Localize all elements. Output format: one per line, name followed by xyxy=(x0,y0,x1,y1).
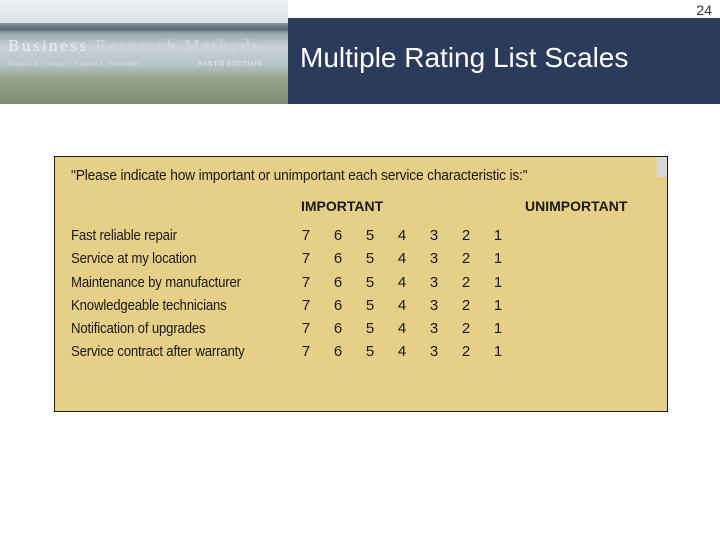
scale-value: 6 xyxy=(333,294,343,317)
scale-value: 3 xyxy=(429,340,439,363)
scale-value: 2 xyxy=(461,294,471,317)
scale-value: 3 xyxy=(429,224,439,247)
scale-value: 3 xyxy=(429,271,439,294)
scale-value: 6 xyxy=(333,340,343,363)
logo-title-business: Business xyxy=(8,36,88,55)
scale-value: 1 xyxy=(493,247,503,270)
scale-value: 7 xyxy=(301,340,311,363)
scale-value: 1 xyxy=(493,294,503,317)
header-unimportant: UNIMPORTANT xyxy=(523,198,653,214)
scale-value: 2 xyxy=(461,317,471,340)
scale-value: 1 xyxy=(493,317,503,340)
scale-value: 7 xyxy=(301,271,311,294)
header-important: IMPORTANT xyxy=(301,198,411,214)
table-row: Maintenance by manufacturer 7654321 xyxy=(71,271,653,294)
logo-authors: Donald R. Cooper / Pamela S. Schindler xyxy=(8,60,140,68)
scale-header: IMPORTANT UNIMPORTANT xyxy=(71,198,653,214)
row-scale: 7654321 xyxy=(301,317,503,340)
slide-title: Multiple Rating List Scales xyxy=(300,42,628,74)
scale-value: 5 xyxy=(365,224,375,247)
scale-value: 5 xyxy=(365,340,375,363)
scale-value: 3 xyxy=(429,294,439,317)
logo-edition: NINTH EDITION xyxy=(198,60,263,68)
scale-value: 4 xyxy=(397,224,407,247)
rating-table-frame: "Please indicate how important or unimpo… xyxy=(54,156,668,412)
scale-value: 2 xyxy=(461,271,471,294)
rating-table: "Please indicate how important or unimpo… xyxy=(55,157,667,374)
scale-value: 4 xyxy=(397,271,407,294)
logo-title: Business Research Methods xyxy=(8,36,261,56)
logo-title-research: Research xyxy=(95,36,177,55)
scale-value: 7 xyxy=(301,247,311,270)
row-label: Knowledgeable technicians xyxy=(71,294,273,317)
row-scale: 7654321 xyxy=(301,340,503,363)
row-scale: 7654321 xyxy=(301,294,503,317)
row-label: Service contract after warranty xyxy=(71,340,273,363)
scale-value: 5 xyxy=(365,317,375,340)
scale-value: 1 xyxy=(493,340,503,363)
row-scale: 7654321 xyxy=(301,271,503,294)
row-label: Notification of upgrades xyxy=(71,317,273,340)
scale-value: 1 xyxy=(493,224,503,247)
table-row: Knowledgeable technicians 7654321 xyxy=(71,294,653,317)
page-number: 24 xyxy=(696,2,712,18)
scale-value: 5 xyxy=(365,247,375,270)
scale-value: 7 xyxy=(301,317,311,340)
scale-value: 7 xyxy=(301,224,311,247)
scale-value: 4 xyxy=(397,247,407,270)
scale-value: 7 xyxy=(301,294,311,317)
scale-value: 6 xyxy=(333,271,343,294)
scale-value: 4 xyxy=(397,317,407,340)
frame-corner-strip xyxy=(657,157,667,177)
scale-value: 2 xyxy=(461,340,471,363)
survey-question: "Please indicate how important or unimpo… xyxy=(71,167,606,184)
row-scale: 7654321 xyxy=(301,224,503,247)
row-label: Service at my location xyxy=(71,247,273,270)
scale-value: 3 xyxy=(429,247,439,270)
scale-value: 3 xyxy=(429,317,439,340)
scale-value: 5 xyxy=(365,294,375,317)
row-scale: 7654321 xyxy=(301,247,503,270)
scale-value: 4 xyxy=(397,340,407,363)
table-row: Notification of upgrades 7654321 xyxy=(71,317,653,340)
scale-value: 6 xyxy=(333,224,343,247)
table-row: Fast reliable repair 7654321 xyxy=(71,224,653,247)
table-row: Service at my location 7654321 xyxy=(71,247,653,270)
scale-value: 4 xyxy=(397,294,407,317)
table-row: Service contract after warranty 7654321 xyxy=(71,340,653,363)
scale-value: 5 xyxy=(365,271,375,294)
textbook-logo: Business Research Methods Donald R. Coop… xyxy=(0,0,288,104)
row-label: Fast reliable repair xyxy=(71,224,273,247)
scale-value: 6 xyxy=(333,317,343,340)
scale-value: 2 xyxy=(461,247,471,270)
scale-value: 1 xyxy=(493,271,503,294)
scale-value: 2 xyxy=(461,224,471,247)
logo-title-methods: Methods xyxy=(184,36,261,55)
row-label: Maintenance by manufacturer xyxy=(71,271,273,294)
scale-value: 6 xyxy=(333,247,343,270)
